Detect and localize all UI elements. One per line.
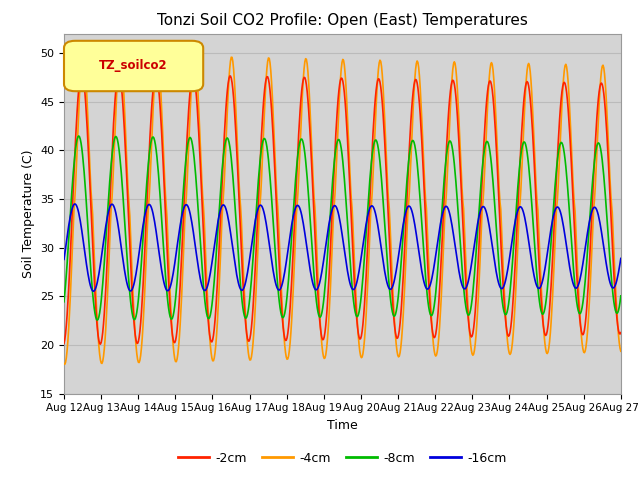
Legend: -2cm, -4cm, -8cm, -16cm: -2cm, -4cm, -8cm, -16cm: [173, 447, 512, 469]
Title: Tonzi Soil CO2 Profile: Open (East) Temperatures: Tonzi Soil CO2 Profile: Open (East) Temp…: [157, 13, 528, 28]
X-axis label: Time: Time: [327, 419, 358, 432]
FancyBboxPatch shape: [64, 41, 204, 91]
Y-axis label: Soil Temperature (C): Soil Temperature (C): [22, 149, 35, 278]
Text: TZ_soilco2: TZ_soilco2: [99, 60, 168, 72]
